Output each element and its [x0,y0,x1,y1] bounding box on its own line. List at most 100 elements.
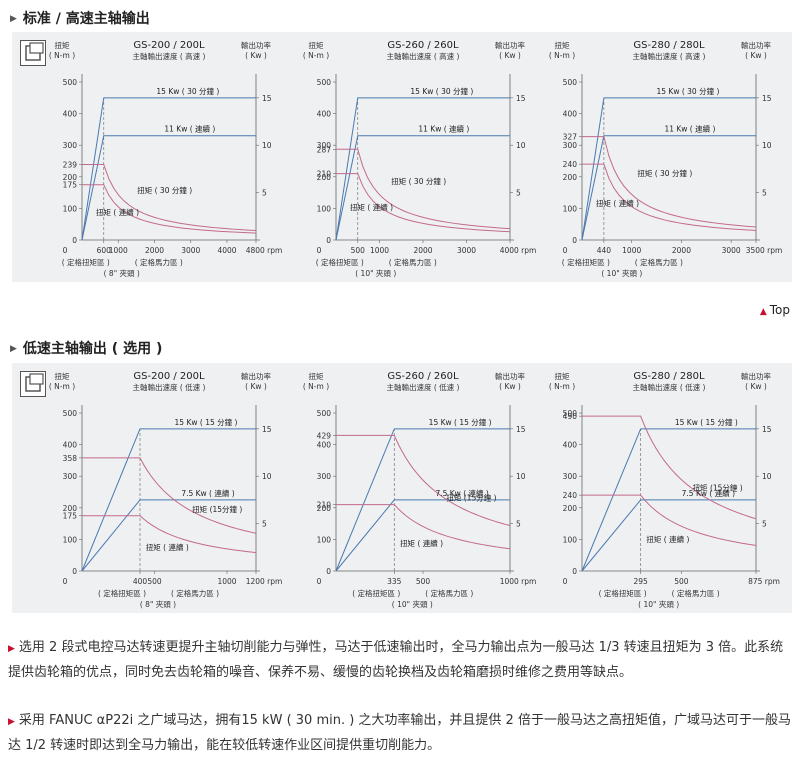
power-continuous-label: 11 Kw ( 連續 ) [164,124,215,134]
power-continuous-line [581,135,756,241]
power-30min-line [335,428,510,572]
x-tick-label: 1000 [217,577,236,586]
x-origin-label: 0 [563,577,568,586]
y2-axis-label: 輸出功率 [241,40,271,50]
y-tick-label: 240 [563,160,578,169]
y-tick-label: 200 [563,504,578,513]
chart-subtitle: 主軸輸出速度 ( 低速 ) [632,382,705,392]
y2-tick-label: 10 [516,141,526,150]
y-axis-label: 扭矩 [555,371,570,381]
y-axis-unit: ( N-m ) [303,382,329,391]
x-tick-label: 1000 [622,246,641,255]
chart-subtitle: 主軸輸出速度 ( 高速 ) [386,51,459,61]
torque-30min-label: 扭矩 ( 30 分鐘 ) [137,185,192,195]
bullet-icon: ▶ [8,717,15,727]
x-tick-label: 1000 [370,246,389,255]
region-left-label: ( 定格扭矩區 ) [316,257,364,267]
region-right-label: ( 定格馬力區 ) [389,257,437,267]
y2-tick-label: 10 [762,141,772,150]
y2-axis-unit: ( Kw ) [499,382,521,391]
power-30min-line [335,97,510,241]
y2-tick-label: 10 [516,472,526,481]
power-30min-line [81,97,256,241]
y-tick-label: 100 [317,204,332,213]
y-tick-label: 500 [317,409,332,418]
power-continuous-label: 7.5 Kw ( 連續 ) [682,488,735,498]
y2-tick-label: 10 [762,472,772,481]
y-tick-label: 429 [317,431,332,440]
power-continuous-line [335,135,510,241]
y-tick-label: 300 [563,472,578,481]
power-continuous-label: 7.5 Kw ( 連續 ) [435,488,488,498]
y-tick-label: 500 [63,409,78,418]
torque-30min-curve [582,415,757,520]
y2-tick-label: 15 [516,425,526,434]
y-tick-label: 500 [317,78,332,87]
x-tick-label: 500 [147,577,162,586]
chart-title: GS-280 / 280L [633,371,705,382]
torque-continuous-label: 扭矩 ( 連續 ) [96,207,139,217]
chart-title: GS-280 / 280L [633,40,705,51]
y-tick-label: 287 [317,145,332,154]
y-tick-label: 200 [563,173,578,182]
x-origin-label: 0 [563,246,568,255]
y-tick-label: 0 [72,567,77,576]
power-30min-label: 15 Kw ( 15 分鐘 ) [675,417,738,427]
y2-tick-label: 5 [262,520,267,529]
x-origin-label: 0 [63,246,68,255]
y-tick-label: 358 [63,454,78,463]
region-left-label: ( 定格扭矩區 ) [98,588,146,598]
x-tick-label: 4800 rpm [246,246,283,255]
torque-30min-curve [582,136,757,228]
chart-title: GS-260 / 260L [387,40,459,51]
y2-tick-label: 5 [762,189,767,198]
y2-tick-label: 5 [762,520,767,529]
torque-30min-label: 扭矩 ( 30 分鐘 ) [637,168,692,178]
power-30min-line [581,428,756,572]
y-tick-label: 100 [563,535,578,544]
chart-panel-high-speed: GS-200 / 200L 主軸輸出速度 ( 高速 ) 扭矩( N-m ) 輸出功率(… [12,32,792,282]
chuck-label: ( 8" 夾頭 ) [140,600,176,609]
y2-tick-label: 15 [262,425,272,434]
torque-30min-curve [82,163,257,232]
y-tick-label: 300 [317,141,332,150]
y-axis-label: 扭矩 [555,40,570,50]
y-axis-unit: ( N-m ) [303,51,329,60]
power-30min-label: 15 Kw ( 30 分鐘 ) [410,86,473,96]
y2-axis-label: 輸出功率 [741,371,771,381]
region-left-label: ( 定格扭矩區 ) [62,257,110,267]
region-right-label: ( 定格馬力區 ) [425,588,473,598]
y-tick-label: 210 [317,501,332,510]
torque-30min-curve [336,148,511,230]
y2-tick-label: 5 [516,520,521,529]
y-tick-label: 200 [63,504,78,513]
chart-icon [20,371,46,397]
torque-30min-curve [336,434,511,527]
y-axis-unit: ( N-m ) [49,51,75,60]
x-tick-label: 500 [351,246,366,255]
x-tick-label: 875 rpm [748,577,780,586]
top-link[interactable]: ▲ Top [759,303,790,317]
x-tick-label: 4000 [217,246,236,255]
y-tick-label: 0 [72,236,77,245]
power-30min-line [581,97,756,241]
y2-axis-unit: ( Kw ) [745,51,767,60]
y2-tick-label: 15 [762,425,772,434]
torque-continuous-label: 扭矩 ( 連續 ) [400,538,443,548]
x-tick-label: 440 [597,246,612,255]
region-right-label: ( 定格馬力區 ) [672,588,720,598]
torque-continuous-curve [582,163,757,231]
torque-30min-label: 扭矩 (15分鐘 ) [693,482,743,492]
x-tick-label: 3500 rpm [746,246,783,255]
triangle-right-icon: ▶ [10,344,17,354]
x-tick-label: 1000 rpm [500,577,537,586]
y-axis-unit: ( N-m ) [49,382,75,391]
y2-tick-label: 5 [516,189,521,198]
y-tick-label: 175 [63,512,78,521]
power-continuous-label: 11 Kw ( 連續 ) [664,124,715,134]
y-tick-label: 300 [317,472,332,481]
chart-title: GS-260 / 260L [387,371,459,382]
y-tick-label: 200 [317,504,332,513]
torque-continuous-label: 扭矩 ( 連續 ) [350,202,393,212]
power-30min-label: 15 Kw ( 30 分鐘 ) [656,86,719,96]
